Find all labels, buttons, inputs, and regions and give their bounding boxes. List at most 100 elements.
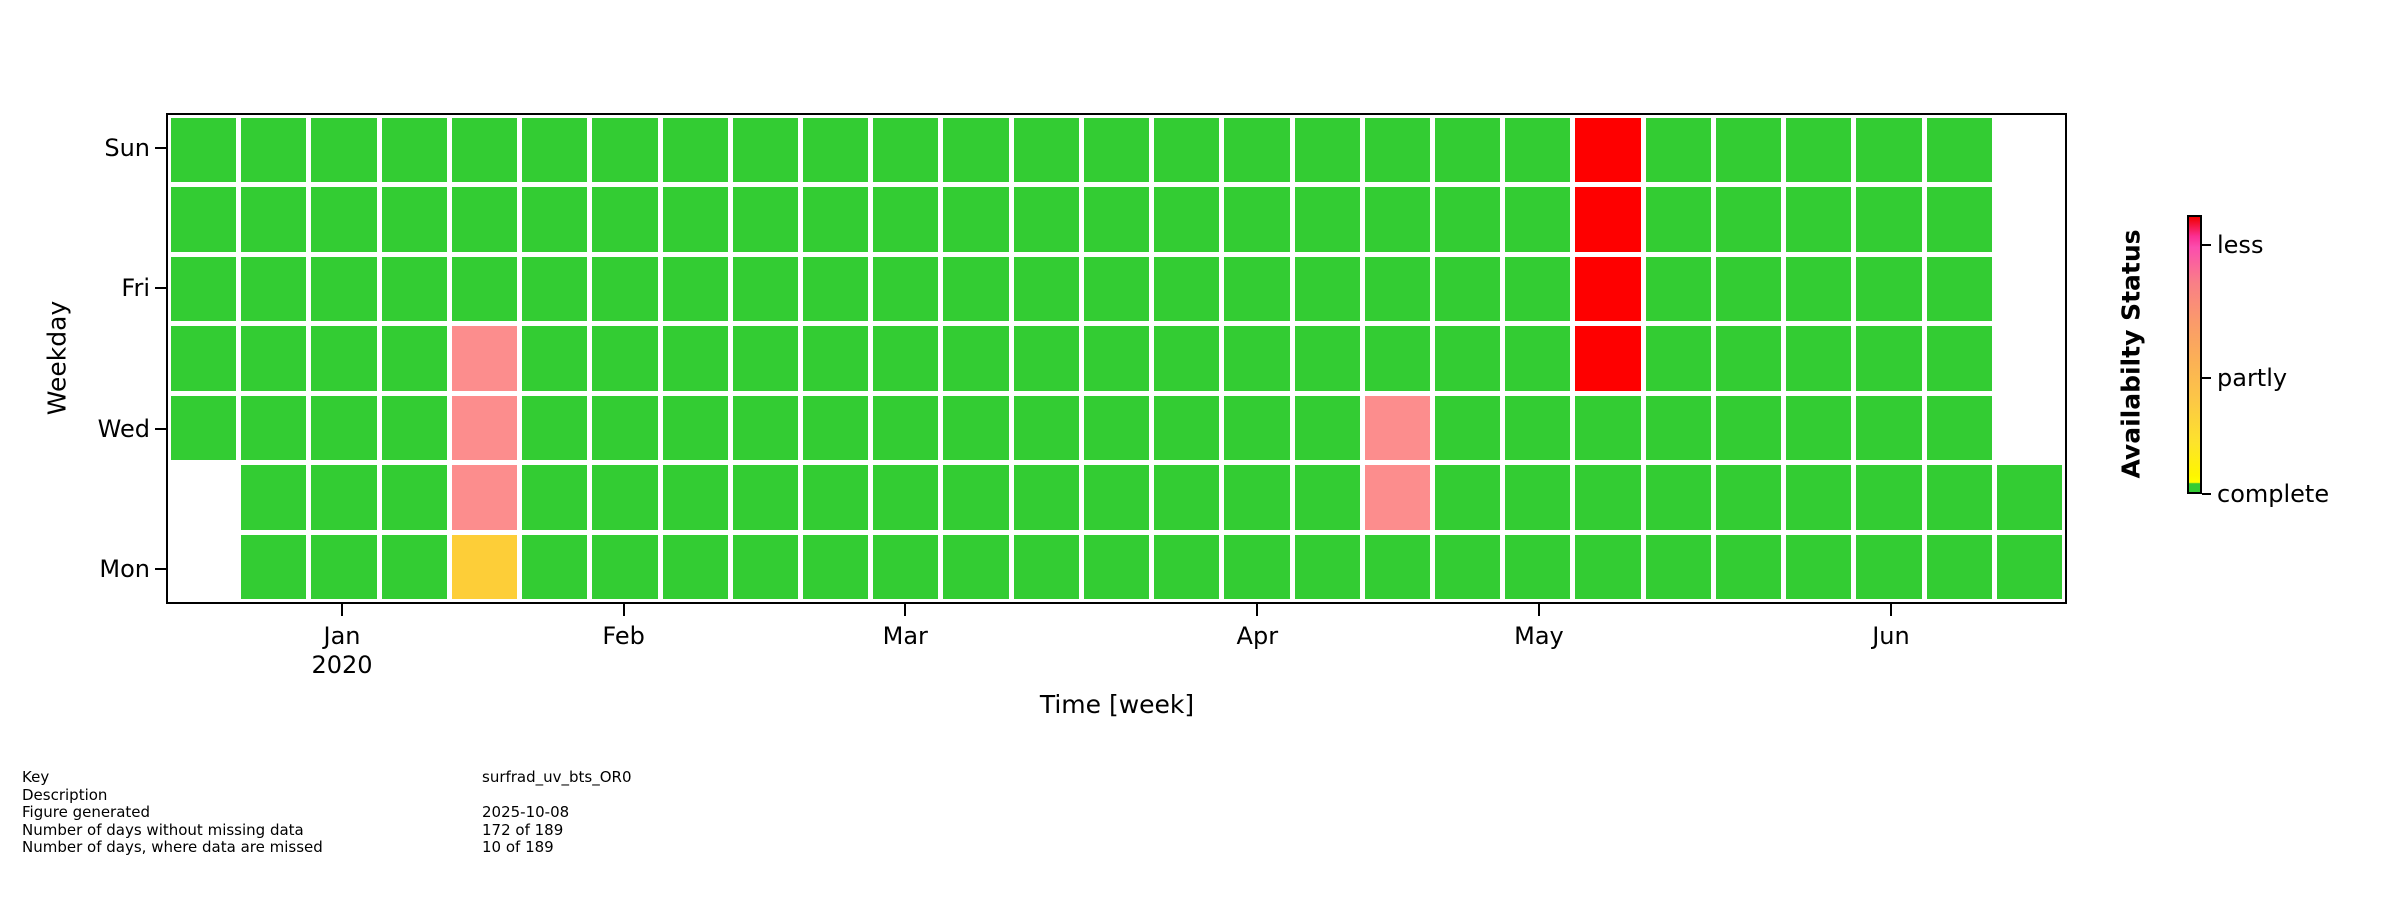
heatmap-cell bbox=[943, 187, 1009, 252]
heatmap-cell bbox=[1715, 465, 1782, 530]
heatmap-cell bbox=[1575, 187, 1641, 252]
footer-label: Number of days without missing data bbox=[22, 820, 304, 839]
heatmap-cell bbox=[1645, 256, 1711, 322]
heatmap-cell bbox=[943, 118, 1009, 183]
heatmap-cell bbox=[1786, 256, 1852, 322]
heatmap-cell bbox=[1926, 534, 1992, 599]
colorbar bbox=[2187, 215, 2202, 494]
heatmap-cell bbox=[381, 187, 447, 252]
heatmap-cell bbox=[1013, 326, 1079, 391]
x-tick-label: Mar bbox=[882, 622, 928, 650]
heatmap-cell bbox=[1083, 326, 1150, 391]
heatmap-cell bbox=[522, 395, 588, 461]
heatmap-cell bbox=[1645, 395, 1711, 461]
heatmap-cell bbox=[1434, 395, 1501, 461]
heatmap-cell bbox=[943, 326, 1009, 391]
heatmap-cell bbox=[1083, 395, 1150, 461]
heatmap-cell bbox=[1434, 118, 1501, 183]
heatmap-cell bbox=[1645, 465, 1711, 530]
heatmap-cell bbox=[662, 187, 728, 252]
colorbar-tick-label: less bbox=[2217, 231, 2264, 260]
heatmap-cell bbox=[381, 534, 447, 599]
heatmap-cell bbox=[1575, 326, 1641, 391]
footer-label: Number of days, where data are missed bbox=[22, 838, 323, 857]
heatmap-cell bbox=[802, 534, 869, 599]
heatmap-cell bbox=[1434, 187, 1501, 252]
heatmap-cell bbox=[522, 326, 588, 391]
x-tick-mark bbox=[1256, 604, 1259, 616]
heatmap-cell bbox=[1575, 395, 1641, 461]
heatmap-cell bbox=[592, 534, 658, 599]
heatmap-cell bbox=[311, 187, 377, 252]
heatmap-cell bbox=[1154, 187, 1220, 252]
heatmap-cell bbox=[1645, 326, 1711, 391]
y-tick-mark bbox=[155, 427, 166, 430]
heatmap-cell bbox=[1224, 465, 1290, 530]
heatmap-cell bbox=[1083, 118, 1150, 183]
y-tick-mark bbox=[155, 287, 166, 290]
heatmap-cell bbox=[1013, 534, 1079, 599]
heatmap-cell bbox=[1364, 187, 1430, 252]
heatmap-cell bbox=[451, 187, 518, 252]
heatmap-cell bbox=[522, 256, 588, 322]
heatmap-cell bbox=[1856, 395, 1922, 461]
heatmap-cell bbox=[662, 465, 728, 530]
heatmap-cell bbox=[873, 395, 939, 461]
heatmap-cell bbox=[592, 187, 658, 252]
heatmap-cell bbox=[802, 326, 869, 391]
colorbar-title: Availabilty Status bbox=[2116, 229, 2146, 479]
heatmap-cell bbox=[1786, 326, 1852, 391]
heatmap-cell bbox=[1996, 534, 2062, 599]
heatmap-cell bbox=[1154, 118, 1220, 183]
heatmap-cell bbox=[592, 465, 658, 530]
heatmap-cell bbox=[1013, 118, 1079, 183]
heatmap-cell bbox=[311, 256, 377, 322]
footer-metadata: Key surfrad_uv_bts_OR0 Description Figur… bbox=[22, 768, 632, 857]
heatmap-cell bbox=[873, 256, 939, 322]
heatmap-cell bbox=[1926, 118, 1992, 183]
heatmap-cell bbox=[662, 326, 728, 391]
heatmap-cell bbox=[1996, 118, 2062, 183]
colorbar-tick-mark bbox=[2202, 376, 2211, 379]
heatmap-cell bbox=[1505, 534, 1571, 599]
heatmap-cell bbox=[662, 256, 728, 322]
heatmap-cell bbox=[1013, 395, 1079, 461]
heatmap-cell bbox=[522, 118, 588, 183]
heatmap-cell bbox=[873, 326, 939, 391]
footer-value: 172 of 189 bbox=[482, 820, 564, 839]
heatmap-cell bbox=[311, 326, 377, 391]
y-tick-label: Wed bbox=[97, 414, 150, 443]
heatmap-cell bbox=[1154, 534, 1220, 599]
heatmap-cell bbox=[1645, 187, 1711, 252]
footer-value: 2025-10-08 bbox=[482, 803, 570, 822]
heatmap-cell bbox=[1715, 187, 1782, 252]
footer-row-description: Description bbox=[22, 785, 323, 805]
heatmap-cell bbox=[1434, 256, 1501, 322]
x-tick-mark bbox=[1537, 604, 1540, 616]
heatmap-cell bbox=[1926, 187, 1992, 252]
heatmap-cell bbox=[241, 118, 307, 183]
heatmap-cell bbox=[802, 465, 869, 530]
heatmap-cell bbox=[1996, 187, 2062, 252]
heatmap-cell bbox=[943, 465, 1009, 530]
footer-label: Key bbox=[22, 768, 50, 786]
footer-row-key: Key surfrad_uv_bts_OR0 bbox=[22, 768, 632, 787]
heatmap-cell bbox=[1364, 534, 1430, 599]
heatmap-cell bbox=[1364, 395, 1430, 461]
colorbar-tick-label: complete bbox=[2217, 480, 2330, 508]
heatmap-cell bbox=[1715, 534, 1782, 599]
footer-label: Description bbox=[22, 785, 108, 804]
heatmap-cell bbox=[171, 256, 237, 322]
heatmap-cell bbox=[311, 465, 377, 530]
x-tick-label: Feb bbox=[602, 622, 645, 650]
footer-value: surfrad_uv_bts_OR0 bbox=[482, 768, 632, 786]
heatmap-cell bbox=[1575, 118, 1641, 183]
heatmap-grid bbox=[166, 113, 2067, 604]
heatmap-cell bbox=[1224, 326, 1290, 391]
colorbar-tick-label: partly bbox=[2217, 363, 2288, 392]
heatmap-cell bbox=[1434, 326, 1501, 391]
heatmap-cell bbox=[311, 118, 377, 183]
heatmap-cell bbox=[1786, 187, 1852, 252]
heatmap-cell bbox=[943, 256, 1009, 322]
heatmap-cell bbox=[171, 187, 237, 252]
